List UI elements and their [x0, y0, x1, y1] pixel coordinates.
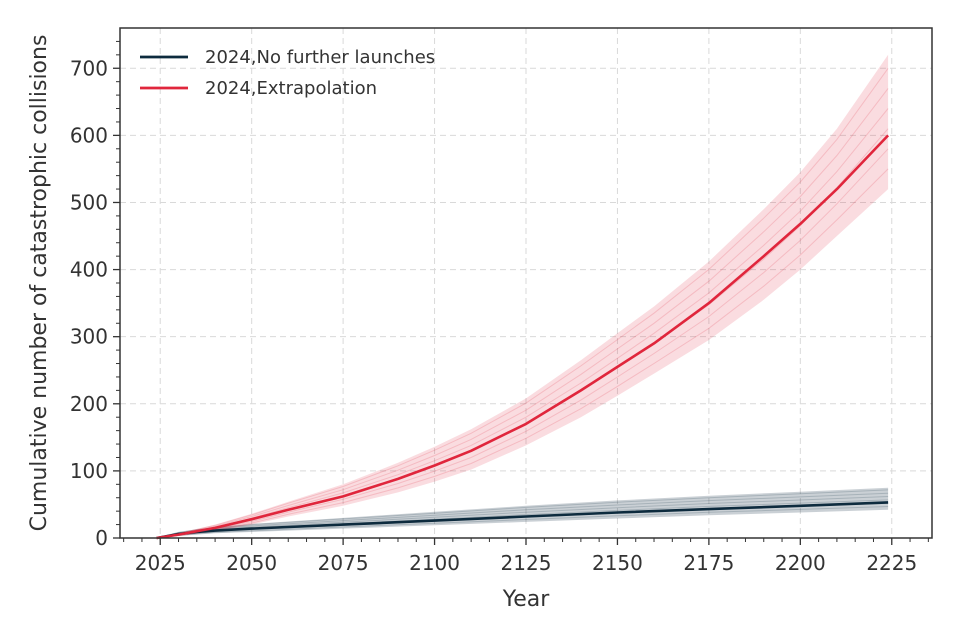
series-spread-band — [156, 54, 889, 539]
x-tick-label: 2050 — [226, 551, 277, 575]
x-tick-label: 2225 — [866, 551, 917, 575]
ensemble-trace — [156, 88, 889, 539]
x-tick-label: 2025 — [135, 551, 186, 575]
y-tick-label: 400 — [70, 258, 108, 282]
series-line-1 — [156, 134, 890, 540]
x-tick-label: 2125 — [501, 551, 552, 575]
x-axis-title: Year — [502, 587, 551, 612]
y-tick-label: 600 — [70, 123, 108, 147]
y-tick-label: 100 — [70, 459, 108, 483]
x-tick-label: 2175 — [683, 551, 734, 575]
grid — [120, 28, 932, 539]
ensemble-trace — [156, 68, 889, 539]
y-tick-label: 300 — [70, 325, 108, 349]
spread-bands — [156, 54, 889, 539]
y-axis-title: Cumulative number of catastrophic collis… — [27, 35, 52, 532]
y-tick-label: 500 — [70, 190, 108, 214]
legend-label: 2024,No further launches — [205, 47, 435, 68]
ensemble-trace — [156, 489, 889, 539]
legend: 2024,No further launches 2024,Extrapolati… — [140, 47, 435, 99]
ensemble-trace — [156, 108, 889, 539]
legend-label: 2024,Extrapolation — [205, 78, 377, 99]
y-tick-label: 0 — [95, 526, 108, 550]
ticks: 2025 2050 2075 2100 2125 2150 2175 2200 2225 0 100… — [70, 40, 929, 575]
ensemble-trace — [156, 506, 889, 539]
legend-item: 2024,No further launches — [140, 47, 435, 68]
y-tick-label: 200 — [70, 392, 108, 416]
x-tick-label: 2150 — [592, 551, 643, 575]
ensemble-trace — [156, 128, 889, 539]
x-tick-label: 2200 — [775, 551, 826, 575]
ensemble-trace — [156, 148, 889, 539]
series-lines — [156, 134, 890, 540]
x-tick-label: 2100 — [409, 551, 460, 575]
ensemble-trace — [156, 168, 889, 539]
x-tick-label: 2075 — [318, 551, 369, 575]
legend-item: 2024,Extrapolation — [140, 78, 377, 99]
y-tick-label: 700 — [70, 56, 108, 80]
